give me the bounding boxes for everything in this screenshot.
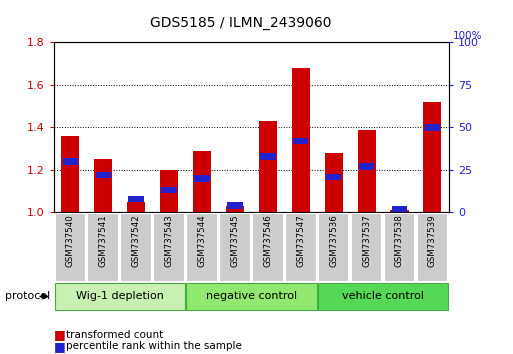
Text: GSM737537: GSM737537 [362,215,371,267]
Bar [162,187,177,194]
Bar [94,159,112,212]
Bar [326,173,341,180]
Bar [128,196,144,202]
Bar [358,130,376,212]
Bar [194,175,210,182]
Text: GSM737538: GSM737538 [395,215,404,267]
Bar [160,170,178,212]
Bar [186,213,217,281]
Bar [186,283,317,310]
Bar [423,102,442,212]
Text: GSM737546: GSM737546 [263,215,272,267]
Text: GSM737540: GSM737540 [66,215,75,267]
Bar [384,213,415,281]
Text: transformed count: transformed count [66,330,163,339]
Text: percentile rank within the sample: percentile rank within the sample [66,341,242,351]
Bar [318,283,448,310]
Text: 100%: 100% [453,31,483,41]
Bar [226,206,244,212]
Text: GSM737543: GSM737543 [165,215,173,267]
Bar [425,124,440,131]
Bar [227,202,243,209]
Bar [153,213,184,281]
Text: ■: ■ [54,328,66,341]
Text: GSM737544: GSM737544 [198,215,207,267]
Bar [292,68,310,212]
Bar [417,213,447,281]
Bar [259,121,277,212]
Bar [390,210,408,212]
Text: GDS5185 / ILMN_2439060: GDS5185 / ILMN_2439060 [150,16,332,30]
Bar [392,206,407,212]
Bar [219,213,250,281]
Bar [95,172,111,178]
Text: GSM737547: GSM737547 [296,215,305,267]
Bar [54,213,85,281]
Text: GSM737536: GSM737536 [329,215,338,267]
Text: GSM737541: GSM737541 [98,215,108,267]
Bar [260,153,275,160]
Bar [63,158,78,165]
Bar [61,136,80,212]
Text: GSM737542: GSM737542 [132,215,141,267]
Text: vehicle control: vehicle control [342,291,424,301]
Bar [121,213,151,281]
Bar [325,153,343,212]
Bar [359,163,374,170]
Text: GSM737545: GSM737545 [230,215,240,267]
Bar [293,138,308,144]
Bar [285,213,315,281]
Text: Wig-1 depletion: Wig-1 depletion [76,291,164,301]
Bar [54,283,185,310]
Bar [252,213,283,281]
Text: negative control: negative control [206,291,297,301]
Bar [193,151,211,212]
Text: protocol: protocol [5,291,50,302]
Bar [351,213,381,281]
Text: ■: ■ [54,340,66,353]
Text: GSM737539: GSM737539 [428,215,437,267]
Bar [127,202,145,212]
Bar [87,213,118,281]
Bar [318,213,348,281]
